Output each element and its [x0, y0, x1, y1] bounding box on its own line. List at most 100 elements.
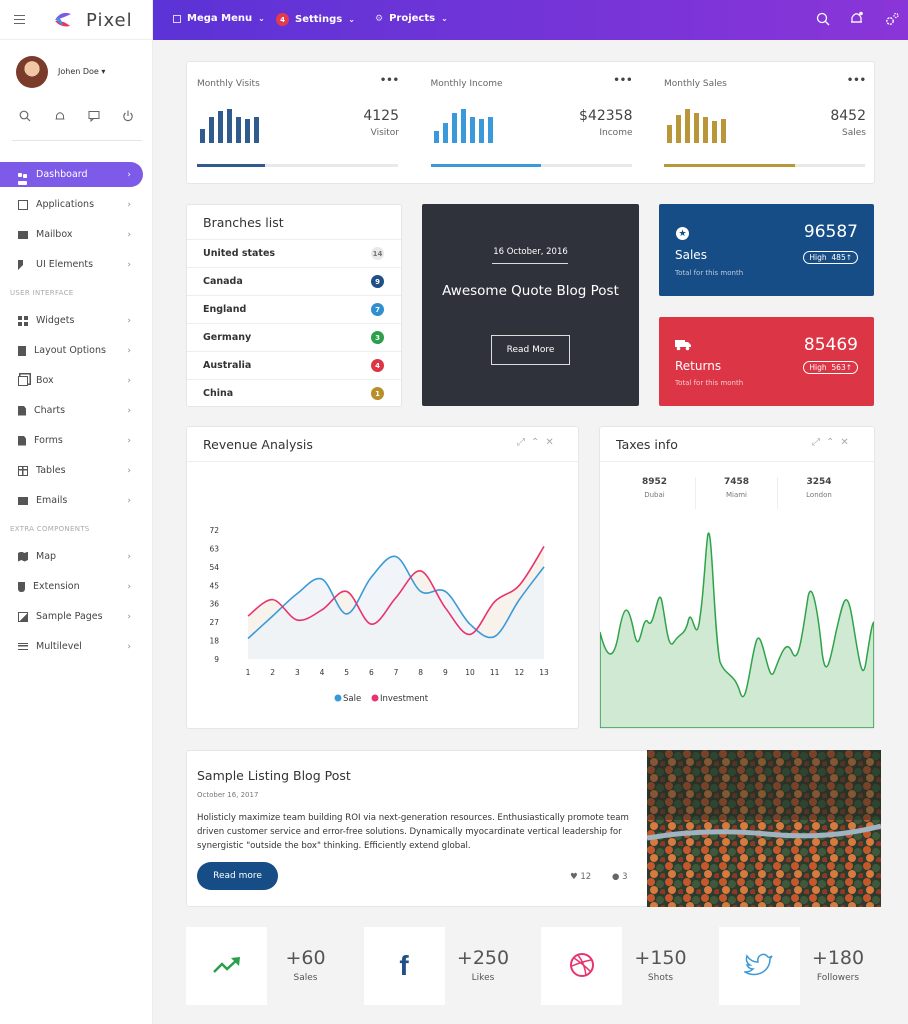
- expand-icon[interactable]: ⤢: [517, 437, 531, 448]
- message-icon[interactable]: [88, 110, 100, 122]
- nav-tables[interactable]: Tables ›: [0, 458, 143, 483]
- branch-row[interactable]: England 7: [187, 295, 401, 323]
- mega-menu-label: Mega Menu: [187, 13, 253, 24]
- projects-menu[interactable]: ⚙ Projects ⌄: [375, 13, 448, 24]
- chevron-down-icon: ⌄: [441, 14, 448, 23]
- stat-progress: [430, 164, 632, 167]
- nav-label: Box: [36, 375, 54, 386]
- hamburger-icon[interactable]: [14, 15, 25, 24]
- stat-bars: [667, 107, 726, 143]
- y-tick-label: 18: [209, 637, 219, 646]
- collapse-icon[interactable]: ⌃: [826, 437, 841, 448]
- stat-title: Monthly Sales: [664, 79, 727, 89]
- nav-dashboard[interactable]: Dashboard ›: [0, 162, 143, 187]
- branch-row[interactable]: Canada 9: [187, 267, 401, 295]
- nav-ui-elements[interactable]: UI Elements ›: [0, 252, 143, 277]
- collapse-icon[interactable]: ⌃: [531, 437, 546, 448]
- power-icon[interactable]: [122, 110, 134, 122]
- bar: [245, 119, 250, 143]
- tax-city: 8952 Dubai: [614, 477, 696, 509]
- nav-charts[interactable]: Charts ›: [0, 398, 143, 423]
- more-menu-icon[interactable]: •••: [613, 75, 633, 86]
- social-icon-box: [718, 927, 800, 1005]
- bar: [236, 117, 241, 143]
- search-icon[interactable]: [816, 12, 830, 26]
- stat-column: Monthly Income ••• $42358 Income: [430, 62, 643, 183]
- nav-map[interactable]: Map ›: [0, 544, 143, 569]
- nav-label: Extension: [33, 581, 80, 592]
- nav-widgets[interactable]: Widgets ›: [0, 308, 143, 333]
- tax-city: 3254 London: [778, 477, 860, 509]
- chevron-down-icon: ⌄: [348, 15, 355, 24]
- forest-road-image: [647, 750, 881, 907]
- bell-icon[interactable]: [54, 110, 66, 122]
- nav-sample-pages[interactable]: Sample Pages ›: [0, 604, 143, 629]
- blog-read-more-button[interactable]: Read more: [197, 862, 278, 890]
- more-menu-icon[interactable]: •••: [846, 75, 866, 86]
- nav-label: Tables: [36, 465, 66, 476]
- bell-icon[interactable]: [849, 11, 864, 26]
- bar: [254, 117, 259, 143]
- nav-box[interactable]: Box ›: [0, 368, 143, 393]
- avatar[interactable]: [16, 56, 48, 88]
- settings-menu[interactable]: 4 Settings ⌄: [276, 13, 355, 26]
- stat-value: 8452: [830, 108, 866, 124]
- blog-title[interactable]: Sample Listing Blog Post: [197, 768, 351, 783]
- social-stat[interactable]: +150 Shots: [541, 927, 699, 1005]
- branch-row[interactable]: Australia 4: [187, 351, 401, 379]
- branch-name: China: [203, 388, 234, 399]
- revenue-title: Revenue Analysis: [203, 437, 313, 452]
- expand-icon[interactable]: ⤢: [812, 437, 826, 448]
- social-stat[interactable]: +180 Followers: [718, 927, 877, 1005]
- quote-date: 16 October, 2016: [493, 247, 568, 257]
- social-label: Likes: [471, 973, 495, 983]
- widgets-icon: [18, 315, 28, 326]
- social-value: +60: [285, 947, 326, 969]
- more-menu-icon[interactable]: •••: [379, 75, 399, 86]
- social-stat[interactable]: +60 Sales: [186, 927, 344, 1005]
- settings-gear-icon[interactable]: [884, 11, 900, 27]
- nav-label: Map: [36, 551, 57, 562]
- comments-count: 3: [622, 872, 628, 882]
- mail-icon: [18, 230, 28, 239]
- section-heading: USER INTERFACE: [10, 289, 74, 297]
- nav-mailbox[interactable]: Mailbox ›: [0, 222, 143, 247]
- search-icon[interactable]: [19, 110, 31, 122]
- nav-emails[interactable]: Emails ›: [0, 488, 143, 513]
- nav-layout-options[interactable]: Layout Options ›: [0, 338, 143, 363]
- taxes-area-chart: [600, 532, 874, 728]
- nav-extension[interactable]: Extension ›: [0, 574, 143, 599]
- read-more-button[interactable]: Read More: [491, 335, 570, 365]
- heart-icon: ♥: [570, 872, 578, 882]
- brand-name[interactable]: Pixel: [86, 10, 133, 31]
- nav-forms[interactable]: Forms ›: [0, 428, 143, 453]
- chevron-right-icon: ›: [127, 315, 131, 326]
- stat-title: Monthly Income: [430, 79, 503, 89]
- panel-controls: ⤢⌃✕: [812, 437, 855, 448]
- branch-name: United states: [203, 248, 276, 259]
- user-name[interactable]: Johen Doe ▾: [58, 67, 106, 76]
- date-underline: [492, 263, 568, 264]
- comments[interactable]: ● 3: [612, 872, 628, 882]
- social-text-box: +150 Shots: [622, 927, 699, 1005]
- branch-row[interactable]: China 1: [187, 379, 401, 407]
- branch-row[interactable]: Germany 3: [187, 323, 401, 351]
- gears-icon: ⚙: [375, 13, 384, 24]
- stat-bars: [433, 107, 493, 143]
- mega-menu[interactable]: Mega Menu ⌄: [173, 13, 265, 24]
- sidebar: Pixel Johen Doe ▾ Dashboard › Application…: [0, 0, 153, 1024]
- projects-label: Projects: [389, 13, 436, 24]
- social-stat[interactable]: f +250 Likes: [363, 927, 522, 1005]
- y-tick-label: 63: [209, 544, 219, 553]
- close-icon[interactable]: ✕: [545, 437, 560, 448]
- nav-applications[interactable]: Applications ›: [0, 192, 143, 217]
- likes[interactable]: ♥ 12: [570, 872, 591, 882]
- legend-label: Sale: [343, 694, 361, 704]
- blog-card: Sample Listing Blog Post October 16, 201…: [186, 750, 881, 907]
- panel-divider: [600, 461, 874, 462]
- nav-multilevel[interactable]: Multilevel ›: [0, 634, 143, 659]
- close-icon[interactable]: ✕: [840, 437, 855, 448]
- branch-row[interactable]: United states 14: [187, 239, 401, 267]
- chevron-right-icon: ›: [127, 345, 131, 356]
- plug-icon: [18, 581, 25, 592]
